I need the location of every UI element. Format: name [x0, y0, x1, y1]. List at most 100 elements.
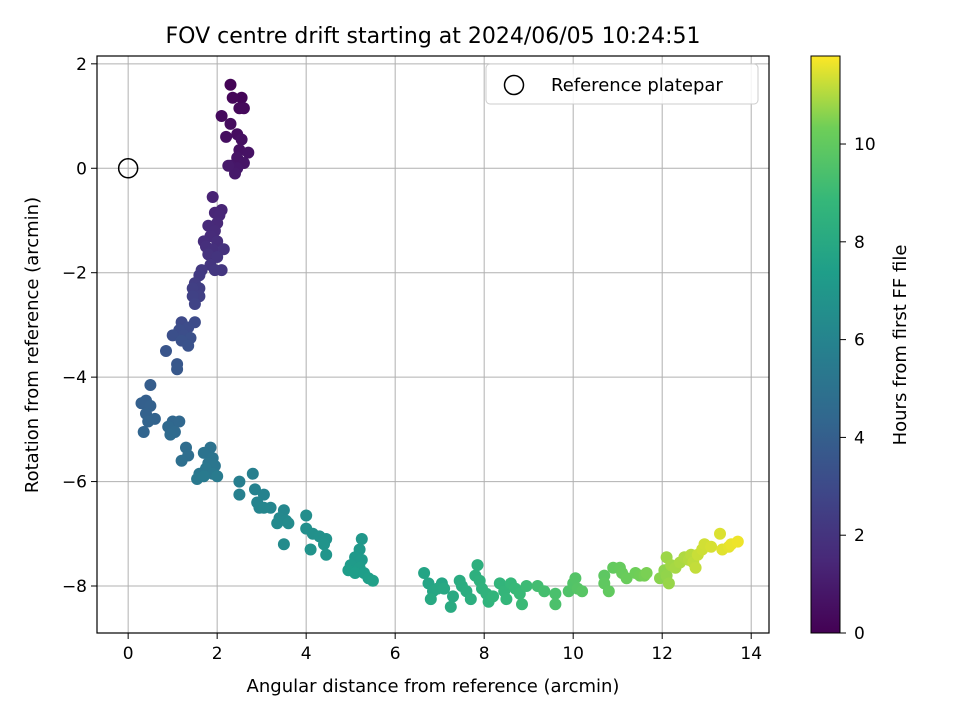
scatter-point — [620, 572, 633, 585]
scatter-point — [366, 574, 379, 587]
y-tick-label: 0 — [76, 159, 87, 179]
plot-frame — [96, 55, 770, 634]
scatter-point — [175, 454, 188, 467]
scatter-point — [224, 117, 237, 130]
x-tick-label: 4 — [301, 644, 312, 664]
scatter-point — [188, 298, 201, 310]
reference-platepar-point — [117, 158, 139, 179]
colorbar-tick-label: 6 — [854, 331, 865, 351]
scatter-point — [549, 587, 562, 600]
scatter-point — [137, 426, 150, 438]
x-tick-label: 0 — [123, 644, 134, 664]
colorbar-tick-label: 10 — [854, 135, 876, 155]
scatter-point — [142, 415, 155, 428]
scatter-point — [464, 593, 477, 606]
y-tick-label: −8 — [62, 577, 87, 597]
scatter-point — [171, 363, 184, 376]
scatter-point — [424, 593, 437, 606]
scatter-point — [513, 587, 526, 600]
scatter-point — [235, 91, 248, 104]
scatter-point — [602, 585, 615, 598]
scatter-point — [222, 159, 235, 172]
legend: Reference platepar — [485, 63, 759, 105]
scatter-point — [211, 470, 224, 483]
scatter-point — [277, 538, 290, 551]
scatter-point — [689, 561, 702, 574]
scatter-point — [164, 428, 177, 441]
colorbar-tick-label: 0 — [854, 624, 865, 644]
colorbar-label: Hours from first FF file — [890, 245, 911, 446]
scatter-point — [487, 590, 500, 603]
colorbar-ticks: 0 2 4 6 8 10 — [840, 135, 876, 644]
x-tick-label: 2 — [212, 644, 223, 664]
scatter-point — [500, 593, 513, 606]
scatter-point — [418, 567, 431, 579]
scatter-point — [144, 379, 157, 391]
scatter-point — [520, 580, 533, 592]
scatter-point — [226, 91, 239, 104]
scatter-point — [237, 102, 250, 115]
legend-marker — [503, 74, 525, 96]
scatter-point — [471, 559, 484, 572]
scatter-point — [714, 527, 726, 540]
colorbar: 0 2 4 6 8 10 Hours from first FF file — [810, 55, 911, 644]
y-axis-ticks: −8 −6 −4 −2 0 2 — [62, 55, 97, 597]
x-tick-label: 6 — [390, 644, 401, 664]
x-axis-label: Angular distance from reference (arcmin) — [247, 676, 620, 697]
scatter-point — [235, 133, 248, 146]
y-tick-label: −4 — [62, 368, 87, 388]
legend-entry-reference: Reference platepar — [551, 75, 723, 96]
scatter-point — [197, 470, 210, 483]
scatter-point — [516, 598, 528, 611]
reference-marker — [117, 158, 139, 179]
scatter-point — [166, 329, 179, 342]
scatter-point — [705, 540, 718, 553]
scatter-point — [271, 517, 284, 530]
colorbar-tick-label: 2 — [854, 526, 865, 546]
scatter-point — [217, 243, 230, 256]
chart-title: FOV centre drift starting at 2024/06/05 … — [166, 24, 701, 49]
y-tick-label: 2 — [76, 55, 87, 75]
scatter-point — [233, 475, 246, 488]
scatter-point — [320, 548, 333, 561]
y-tick-label: −2 — [62, 264, 87, 284]
scatter-point — [182, 339, 195, 352]
colorbar-tick-label: 8 — [854, 233, 865, 253]
scatter-point — [257, 501, 270, 514]
scatter-point — [211, 251, 224, 263]
scatter-point — [538, 585, 551, 598]
scatter-point — [569, 572, 582, 585]
scatter-point — [549, 598, 562, 611]
scatter-point — [447, 590, 459, 603]
scatter-point — [173, 415, 186, 428]
y-axis-label: Rotation from reference (arcmin) — [22, 197, 43, 493]
scatter-point — [242, 146, 255, 159]
grid-lines — [97, 56, 769, 633]
scatter-point — [438, 582, 451, 595]
scatter-point — [249, 483, 261, 496]
scatter-point — [215, 110, 228, 122]
scatter-point — [208, 264, 221, 277]
scatter-point — [282, 517, 295, 530]
scatter-point — [444, 600, 457, 613]
scatter-point — [731, 535, 744, 548]
legend-box — [485, 63, 759, 105]
scatter-point — [206, 191, 219, 203]
x-axis-ticks: 0 2 4 6 8 10 12 14 — [123, 633, 762, 664]
scatter-point — [576, 585, 589, 598]
scatter-point — [662, 577, 675, 590]
scatter-point — [300, 509, 313, 522]
scatter-point — [640, 567, 653, 579]
scatter-point — [220, 130, 233, 143]
scatter-point — [160, 345, 172, 357]
x-tick-label: 12 — [651, 644, 673, 664]
scatter-point — [304, 543, 317, 556]
colorbar-bar — [810, 55, 841, 634]
scatter-point — [233, 488, 246, 501]
scatter-point — [349, 567, 362, 579]
scatter-point — [318, 538, 330, 551]
x-tick-label: 10 — [562, 644, 584, 664]
scatter-point — [246, 467, 259, 480]
x-tick-label: 8 — [479, 644, 490, 664]
